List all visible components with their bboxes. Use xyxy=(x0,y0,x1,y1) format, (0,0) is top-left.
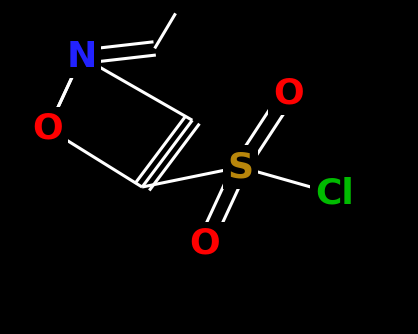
Text: S: S xyxy=(227,150,253,184)
Text: O: O xyxy=(273,76,304,111)
Text: N: N xyxy=(66,40,97,74)
Text: Cl: Cl xyxy=(315,177,354,211)
Text: O: O xyxy=(189,227,220,261)
Text: O: O xyxy=(33,112,64,146)
